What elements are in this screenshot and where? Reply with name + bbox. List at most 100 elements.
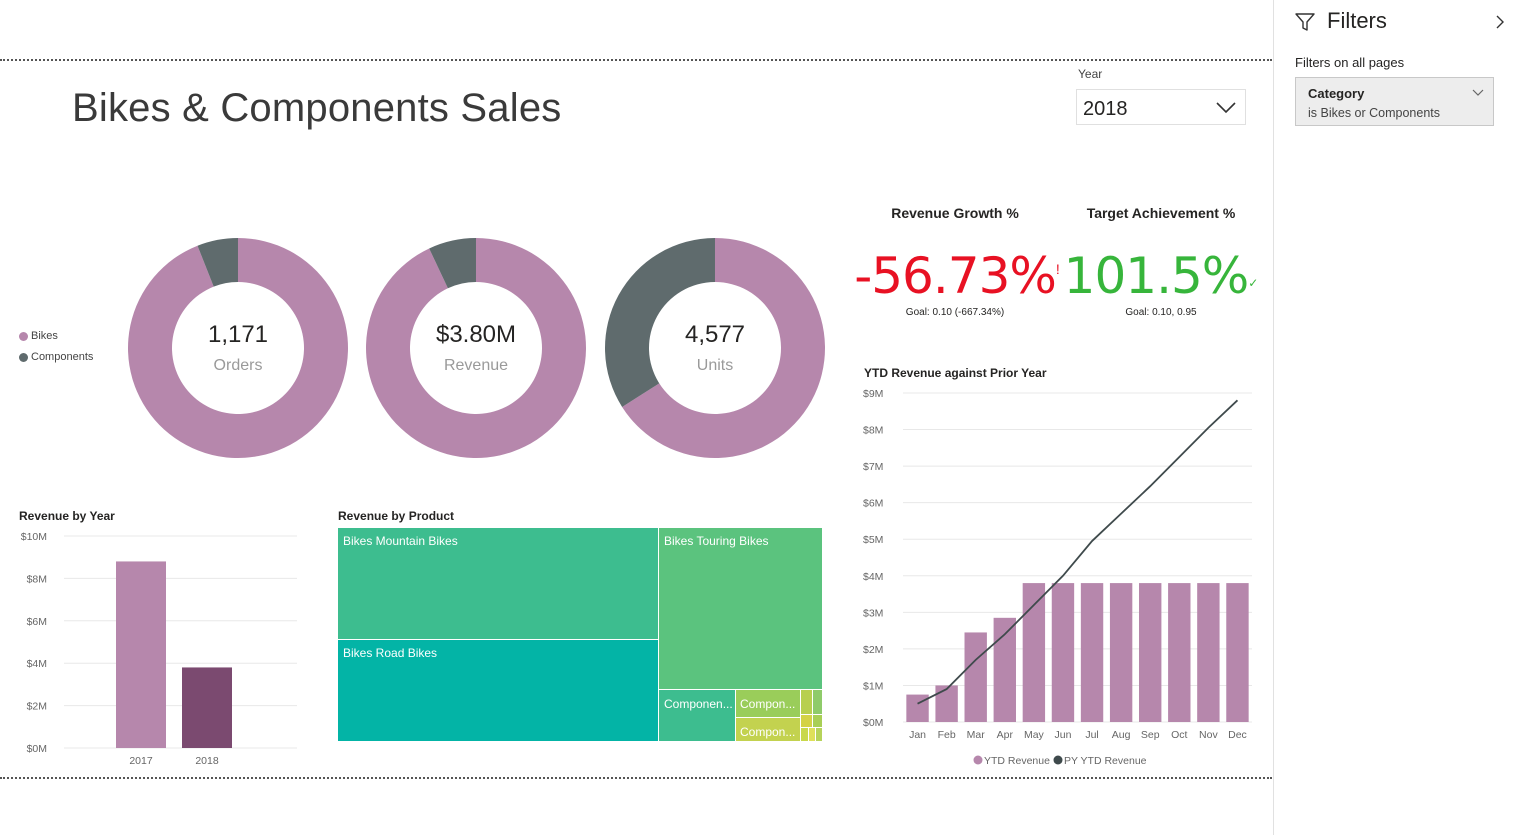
legend-label: Components xyxy=(31,351,94,363)
y-tick-label: $8M xyxy=(27,573,47,585)
kpi-title: Revenue Growth % xyxy=(891,205,1019,221)
donut-value: $3.80M xyxy=(435,321,517,348)
bar-Feb[interactable] xyxy=(935,685,958,722)
revenue-by-year-chart[interactable]: $0M $2M $4M $6M $8M $10M 2017 2018 xyxy=(14,525,304,775)
filters-pane-title: Filters xyxy=(1327,8,1387,33)
bar-Mar[interactable] xyxy=(964,632,987,722)
treemap-label: Bikes Touring Bikes xyxy=(664,534,769,548)
legend-item-bikes[interactable]: Bikes xyxy=(19,330,93,342)
orders-donut-chart[interactable]: 1,171 Orders xyxy=(127,237,349,459)
y-tick-label: $5M xyxy=(863,534,883,546)
legend-item-components[interactable]: Components xyxy=(19,351,93,363)
x-tick-label: 2017 xyxy=(129,755,153,767)
legend-item-ytd-revenue[interactable]: YTD Revenue xyxy=(973,755,1051,767)
units-donut-chart[interactable]: 4,577 Units xyxy=(604,237,826,459)
bar-2018[interactable] xyxy=(182,667,232,748)
donut-slice-bikes[interactable] xyxy=(622,238,825,459)
treemap-tile-small-1[interactable] xyxy=(801,690,812,714)
revenue-donut-chart[interactable]: $3.80M Revenue xyxy=(365,237,587,459)
legend-label: PY YTD Revenue xyxy=(1064,755,1147,767)
x-tick-label: 2018 xyxy=(195,755,219,767)
category-filter-card[interactable]: Category is Bikes or Components xyxy=(1295,77,1494,126)
treemap-label: Bikes Road Bikes xyxy=(343,646,437,660)
legend-marker xyxy=(19,331,28,341)
y-tick-label: $4M xyxy=(863,571,883,583)
kpi-value: -56.73% xyxy=(854,247,1057,305)
y-tick-label: $1M xyxy=(863,680,883,692)
kpi-goal: Goal: 0.10, 0.95 xyxy=(1125,307,1197,318)
py-ytd-revenue-line[interactable] xyxy=(917,399,1239,705)
treemap-tile-road-bikes[interactable] xyxy=(338,640,658,741)
y-tick-label: $0M xyxy=(27,743,47,755)
x-tick-label: Feb xyxy=(938,729,956,741)
revenue-by-year-title: Revenue by Year xyxy=(19,509,115,523)
legend-label: Bikes xyxy=(31,330,58,342)
treemap-tile-touring-bikes[interactable] xyxy=(659,528,822,689)
kpi-value-wrap: -56.73%! xyxy=(837,247,1077,305)
kpi-value-wrap: 101.5%✓ xyxy=(1041,247,1281,305)
treemap-tile-small-2[interactable] xyxy=(813,690,822,714)
kpi-revenue-growth[interactable]: Revenue Growth % -56.73%! Goal: 0.10 (-6… xyxy=(854,205,1060,318)
kpi-value: 101.5% xyxy=(1063,247,1250,305)
bar-Apr[interactable] xyxy=(993,617,1016,722)
x-tick-label: Jan xyxy=(909,729,926,741)
treemap-tile-small-4[interactable] xyxy=(813,715,822,727)
y-tick-label: $9M xyxy=(863,388,883,400)
y-tick-label: $7M xyxy=(863,461,883,473)
bar-Nov[interactable] xyxy=(1197,583,1220,722)
bar-Jun[interactable] xyxy=(1051,583,1075,722)
treemap-tile-components-3[interactable] xyxy=(736,718,800,741)
legend-item-py-ytd-revenue[interactable]: PY YTD Revenue xyxy=(1053,755,1147,767)
y-tick-label: $3M xyxy=(863,607,883,619)
treemap-tile-small-5[interactable] xyxy=(801,728,808,741)
bar-Sep[interactable] xyxy=(1139,583,1162,722)
collapse-pane-chevron-right-icon[interactable] xyxy=(1493,14,1507,35)
x-tick-label: Sep xyxy=(1141,729,1160,741)
x-tick-label: Jul xyxy=(1085,729,1098,741)
treemap-label: Bikes Mountain Bikes xyxy=(343,534,458,548)
donut-label: Revenue xyxy=(443,357,509,374)
donut-value: 4,577 xyxy=(684,321,746,348)
filter-card-name: Category xyxy=(1308,86,1365,101)
treemap-label: Compon... xyxy=(740,725,795,739)
treemap-tile-components-1[interactable] xyxy=(659,690,735,741)
treemap-label: Compon... xyxy=(740,697,795,711)
revenue-by-product-treemap[interactable]: Bikes Mountain Bikes Bikes Touring Bikes… xyxy=(338,528,823,742)
y-tick-label: $6M xyxy=(27,616,47,628)
revenue-by-product-title: Revenue by Product xyxy=(338,509,455,523)
donut-slice-components[interactable] xyxy=(429,238,476,289)
donut-slice-bikes[interactable] xyxy=(127,238,348,458)
x-tick-label: Mar xyxy=(967,729,986,741)
bar-May[interactable] xyxy=(1022,583,1046,722)
bar-2017[interactable] xyxy=(116,561,166,748)
donut-legend: Bikes Components xyxy=(19,330,93,363)
bar-Aug[interactable] xyxy=(1109,583,1133,722)
chevron-down-icon[interactable] xyxy=(1472,85,1484,103)
x-tick-label: May xyxy=(1024,729,1045,741)
x-tick-label: Jun xyxy=(1054,729,1071,741)
treemap-tile-small-3[interactable] xyxy=(801,715,812,727)
chevron-down-icon xyxy=(1215,96,1237,123)
legend-marker xyxy=(19,352,28,362)
treemap-label: Componen... xyxy=(664,697,733,711)
kpi-target-achievement[interactable]: Target Achievement % 101.5%✓ Goal: 0.10,… xyxy=(1061,205,1261,318)
bar-Jul[interactable] xyxy=(1080,583,1104,722)
treemap-tile-small-7[interactable] xyxy=(816,728,822,741)
donut-label: Orders xyxy=(213,357,263,374)
kpi-title: Target Achievement % xyxy=(1086,205,1236,221)
ytd-revenue-chart[interactable]: $0M $1M $2M $3M $4M $5M $6M $7M $8M $9M Jan Feb Mar A… xyxy=(858,383,1258,773)
bar-Oct[interactable] xyxy=(1168,583,1191,722)
donut-label: Units xyxy=(696,357,734,374)
donut-slice-components[interactable] xyxy=(197,238,238,287)
bar-Dec[interactable] xyxy=(1226,583,1249,722)
donut-slice-bikes[interactable] xyxy=(365,238,586,458)
checkmark-icon: ✓ xyxy=(1248,276,1259,290)
donut-slice-components[interactable] xyxy=(605,238,715,407)
treemap-tile-small-6[interactable] xyxy=(809,728,815,741)
kpi-goal: Goal: 0.10 (-667.34%) xyxy=(905,307,1005,318)
bar-Jan[interactable] xyxy=(906,694,929,722)
treemap-tile-mountain-bikes[interactable] xyxy=(338,528,658,639)
treemap-tile-components-2[interactable] xyxy=(736,690,800,717)
x-tick-label: Aug xyxy=(1112,729,1131,741)
year-slicer-dropdown[interactable]: 2018 xyxy=(1076,89,1246,125)
